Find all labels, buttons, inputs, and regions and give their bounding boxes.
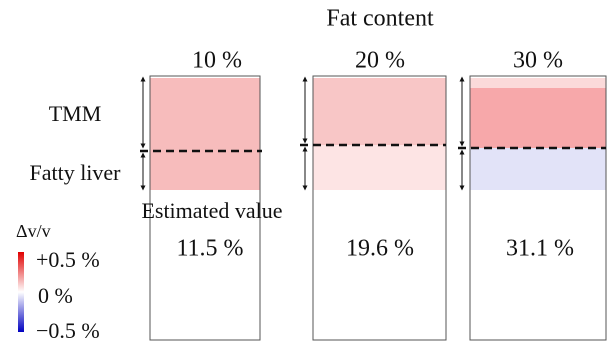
estimate: 11.5 % <box>176 236 243 262</box>
column-label: 20 % <box>355 48 405 74</box>
tmm-region <box>470 88 606 148</box>
title: Fat content <box>326 6 434 32</box>
panel-frame <box>312 75 447 341</box>
colorbar <box>18 252 24 332</box>
tmm-region <box>313 78 446 145</box>
estimate: 19.6 % <box>346 236 414 262</box>
row-label: Estimated value <box>141 198 282 223</box>
colorbar-label: +0.5 % <box>36 247 100 272</box>
column-label: 10 % <box>192 48 242 74</box>
colorbar-label: 0 % <box>38 283 73 308</box>
tmm-region <box>150 78 260 190</box>
row-label: TMM <box>49 101 102 126</box>
panel-frame <box>149 75 261 341</box>
estimate: 31.1 % <box>506 236 574 262</box>
column-label: 30 % <box>513 48 563 74</box>
panel <box>300 75 447 341</box>
liver-region <box>313 145 446 190</box>
colorbar-label: −0.5 % <box>36 318 100 343</box>
colorbar-title: Δv/v <box>16 221 51 241</box>
top-band <box>470 78 606 88</box>
liver-region <box>470 148 606 190</box>
panel <box>140 75 262 341</box>
panel <box>458 75 607 341</box>
row-label: Fatty liver <box>29 160 121 185</box>
panel-frame <box>469 75 607 341</box>
